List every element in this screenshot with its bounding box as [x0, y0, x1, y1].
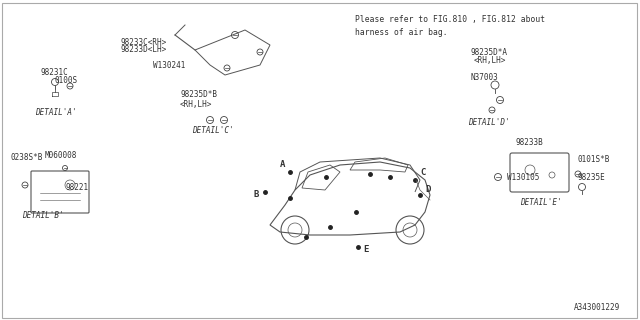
Text: D: D: [425, 185, 430, 194]
Text: DETAIL'A': DETAIL'A': [35, 108, 77, 117]
Text: W130105: W130105: [507, 173, 540, 182]
Text: C: C: [420, 168, 426, 177]
Text: DETAIL'D': DETAIL'D': [468, 118, 509, 127]
Text: Please refer to FIG.810 , FIG.812 about
harness of air bag.: Please refer to FIG.810 , FIG.812 about …: [355, 15, 545, 36]
Text: M060008: M060008: [45, 151, 77, 160]
Text: 98235D*B
<RH,LH>: 98235D*B <RH,LH>: [180, 90, 217, 109]
Text: 98233C<RH>: 98233C<RH>: [120, 38, 166, 47]
Text: B: B: [253, 190, 259, 199]
Text: 0238S*B: 0238S*B: [10, 153, 42, 162]
Text: N37003: N37003: [470, 73, 498, 82]
Text: DETAIL'E': DETAIL'E': [520, 198, 562, 207]
Text: DETAIL'C': DETAIL'C': [192, 126, 234, 135]
Text: 98233D<LH>: 98233D<LH>: [120, 45, 166, 54]
Text: <RH,LH>: <RH,LH>: [474, 56, 506, 65]
Text: 98231C: 98231C: [40, 68, 68, 77]
Text: A343001229: A343001229: [573, 303, 620, 312]
Text: A: A: [280, 160, 285, 169]
Text: W130241: W130241: [153, 61, 186, 70]
Text: E: E: [363, 245, 369, 254]
Text: 98235D*A: 98235D*A: [470, 48, 507, 57]
Text: 98235E: 98235E: [578, 173, 605, 182]
Text: 98221: 98221: [65, 183, 88, 192]
Text: DETAIL'B': DETAIL'B': [22, 211, 63, 220]
Text: 0100S: 0100S: [54, 76, 77, 85]
Text: 0101S*B: 0101S*B: [577, 155, 609, 164]
Text: 98233B: 98233B: [515, 138, 543, 147]
